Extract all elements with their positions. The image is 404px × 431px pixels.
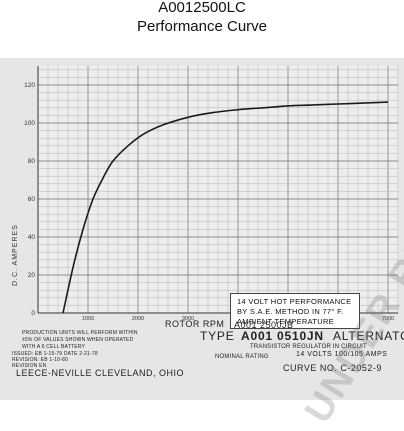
annotation-line: BY S.A.E. METHOD IN 77° F. [237,307,344,316]
type-suffix: ALTERNATOR [333,329,404,343]
x-axis-label: ROTOR RPM [165,319,225,329]
chart-title: A0012500LC [158,0,246,16]
type-prefix: TYPE [200,329,235,343]
production-note-line: ±5% OF VALUES SHOWN WHEN OPERATED [22,337,134,343]
rating-label: NOMINAL RATING [215,354,269,360]
x-tick-label: 7000 [382,316,394,322]
series-group [62,101,389,314]
production-note-line: WITH A 6 CELL BATTERY [22,344,86,350]
performance-chart: 1000200030004000500060007000020406080100… [12,66,399,322]
y-tick-label: 0 [31,310,35,317]
y-axis-label: D.C. AMPERES [12,224,19,286]
y-tick-label: 40 [28,234,36,241]
performance-annotation: 14 VOLT HOT PERFORMANCE BY S.A.E. METHOD… [230,293,360,329]
type-subtitle: TRANSISTOR REGULATOR IN CIRCUIT [250,344,367,350]
chart-subtitle: Performance Curve [136,18,268,35]
y-tick-label: 120 [24,82,35,89]
type-code: A001 0510JN [241,329,324,343]
company-line: LEECE-NEVILLE CLEVELAND, OHIO [16,368,185,378]
x-tick-label: 1000 [82,316,94,322]
annotation-line: 14 VOLT HOT PERFORMANCE [237,297,352,306]
y-tick-label: 20 [28,272,36,279]
y-tick-label: 100 [24,120,35,127]
issued-line: ISSUED: EB 1-15-79 DATE 2-21-78 [12,351,98,357]
y-tick-label: 60 [28,196,36,203]
annotation-line: AMBIENT TEMPERATURE [237,317,334,326]
series-line [62,101,389,314]
revision-line: REVISION EN [12,363,47,369]
scanned-sheet: 1000200030004000500060007000020406080100… [0,28,404,430]
production-note-line: PRODUCTION UNITS WILL PERFORM WITHIN [22,330,138,336]
x-tick-label: 3000 [182,316,194,322]
x-tick-label: 2000 [132,316,144,322]
curve-number: CURVE NO. C-2052-9 [283,363,382,373]
type-number: A001 2500JB [234,320,294,330]
y-tick-label: 80 [28,158,36,165]
revision-line: REVISION: EB 1-10-80 [12,357,68,363]
rating-value: 14 VOLTS 100/105 AMPS [296,351,388,358]
